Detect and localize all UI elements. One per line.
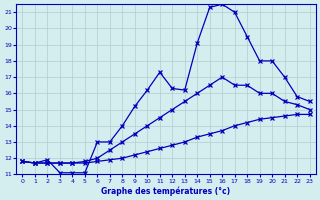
X-axis label: Graphe des températures (°c): Graphe des températures (°c) <box>101 186 231 196</box>
